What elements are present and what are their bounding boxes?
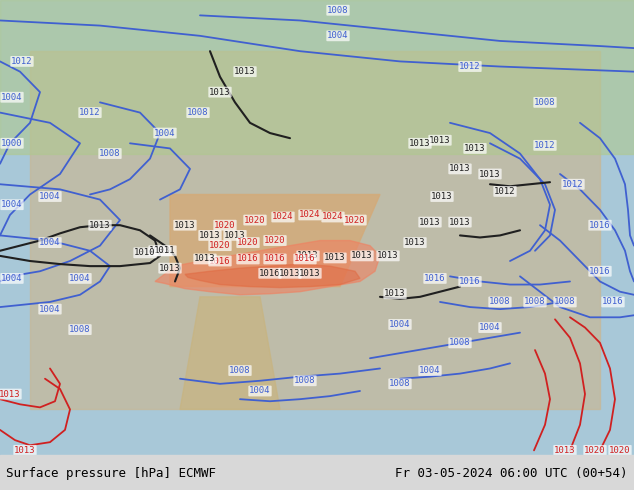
Text: 1013: 1013 bbox=[351, 251, 373, 260]
Text: 1013: 1013 bbox=[377, 251, 399, 260]
Text: 1013: 1013 bbox=[89, 220, 111, 230]
Text: 1011: 1011 bbox=[154, 246, 176, 255]
Text: 1024: 1024 bbox=[299, 210, 321, 220]
Text: 1012: 1012 bbox=[11, 57, 33, 66]
Text: 1013: 1013 bbox=[194, 254, 216, 264]
Text: 1004: 1004 bbox=[39, 192, 61, 201]
Text: 1012: 1012 bbox=[495, 187, 515, 196]
Text: 1016: 1016 bbox=[602, 297, 624, 306]
Text: 1013: 1013 bbox=[431, 192, 453, 201]
Text: 1013: 1013 bbox=[297, 251, 319, 260]
Text: 1013: 1013 bbox=[0, 390, 21, 398]
Text: 1024: 1024 bbox=[322, 213, 344, 221]
Text: 1008: 1008 bbox=[294, 376, 316, 385]
Text: 1008: 1008 bbox=[489, 297, 511, 306]
Text: 1016: 1016 bbox=[589, 220, 611, 230]
Text: 1013: 1013 bbox=[450, 164, 471, 173]
Text: 1013: 1013 bbox=[174, 220, 196, 230]
Text: 1004: 1004 bbox=[479, 323, 501, 332]
Polygon shape bbox=[155, 241, 380, 295]
Text: 1020: 1020 bbox=[214, 220, 236, 230]
Text: 1016: 1016 bbox=[259, 269, 281, 278]
Text: 1013: 1013 bbox=[224, 231, 246, 240]
Text: 1020: 1020 bbox=[344, 216, 366, 224]
Text: 1013: 1013 bbox=[279, 269, 301, 278]
Text: 1004: 1004 bbox=[249, 387, 271, 395]
Text: 1020: 1020 bbox=[609, 446, 631, 455]
Text: 1016: 1016 bbox=[294, 254, 316, 264]
Text: 1020: 1020 bbox=[264, 236, 286, 245]
Text: 1016: 1016 bbox=[264, 254, 286, 264]
Text: 1013: 1013 bbox=[324, 253, 346, 263]
Text: 1008: 1008 bbox=[554, 297, 576, 306]
Text: 1010: 1010 bbox=[134, 248, 156, 257]
Text: 1004: 1004 bbox=[389, 320, 411, 329]
Text: 1008: 1008 bbox=[327, 6, 349, 15]
Text: 1020: 1020 bbox=[237, 238, 259, 247]
Text: 1016: 1016 bbox=[209, 256, 231, 266]
Text: 1013: 1013 bbox=[299, 269, 321, 278]
Text: 1013: 1013 bbox=[384, 289, 406, 298]
Bar bbox=[0, 456, 634, 490]
Text: 1013: 1013 bbox=[209, 88, 231, 97]
Text: 1008: 1008 bbox=[230, 366, 251, 375]
Text: 1008: 1008 bbox=[534, 98, 556, 107]
Text: 1020: 1020 bbox=[209, 241, 231, 250]
Text: 1013: 1013 bbox=[404, 238, 426, 247]
Text: Fr 03-05-2024 06:00 UTC (00+54): Fr 03-05-2024 06:00 UTC (00+54) bbox=[395, 467, 628, 480]
Polygon shape bbox=[180, 297, 280, 410]
Text: Surface pressure [hPa] ECMWF: Surface pressure [hPa] ECMWF bbox=[6, 467, 216, 480]
Text: 1004: 1004 bbox=[419, 366, 441, 375]
Text: 1000: 1000 bbox=[1, 139, 23, 148]
Bar bbox=[30, 51, 600, 410]
Text: 1013: 1013 bbox=[199, 231, 221, 240]
Text: 1013: 1013 bbox=[479, 170, 501, 178]
Text: 1013: 1013 bbox=[554, 446, 576, 455]
Text: 1008: 1008 bbox=[187, 108, 209, 117]
Text: 1004: 1004 bbox=[1, 274, 23, 283]
Polygon shape bbox=[185, 264, 360, 288]
Text: 1013: 1013 bbox=[159, 264, 181, 272]
Text: 1012: 1012 bbox=[459, 62, 481, 71]
Text: 1024: 1024 bbox=[272, 213, 294, 221]
Text: 1013: 1013 bbox=[14, 446, 36, 455]
Text: 1016: 1016 bbox=[424, 274, 446, 283]
Text: 1012: 1012 bbox=[79, 108, 101, 117]
Text: 1016: 1016 bbox=[237, 254, 259, 264]
Text: 1013: 1013 bbox=[429, 136, 451, 145]
Bar bbox=[0, 0, 634, 153]
Text: 1012: 1012 bbox=[534, 141, 556, 150]
Text: 1004: 1004 bbox=[1, 93, 23, 102]
Text: 1013: 1013 bbox=[450, 218, 471, 226]
Text: 1020: 1020 bbox=[244, 216, 266, 224]
Text: 1004: 1004 bbox=[69, 274, 91, 283]
Text: 1013: 1013 bbox=[410, 139, 430, 148]
Text: 1004: 1004 bbox=[39, 305, 61, 314]
Text: 1004: 1004 bbox=[327, 31, 349, 40]
Text: 1016: 1016 bbox=[459, 277, 481, 286]
Text: 1008: 1008 bbox=[69, 325, 91, 334]
Text: 1013: 1013 bbox=[419, 218, 441, 226]
Polygon shape bbox=[170, 195, 380, 287]
Text: 1004: 1004 bbox=[1, 200, 23, 209]
Text: 1004: 1004 bbox=[39, 238, 61, 247]
Text: 1016: 1016 bbox=[589, 267, 611, 276]
Text: 1013: 1013 bbox=[464, 144, 486, 153]
Text: 1008: 1008 bbox=[524, 297, 546, 306]
Text: 1008: 1008 bbox=[450, 339, 471, 347]
Text: 1008: 1008 bbox=[100, 149, 120, 158]
Text: 1020: 1020 bbox=[585, 446, 605, 455]
Text: 1004: 1004 bbox=[154, 128, 176, 138]
Text: 1013: 1013 bbox=[234, 67, 256, 76]
Text: 1012: 1012 bbox=[562, 180, 584, 189]
Text: 1008: 1008 bbox=[389, 379, 411, 389]
Text: 1013: 1013 bbox=[149, 246, 171, 255]
